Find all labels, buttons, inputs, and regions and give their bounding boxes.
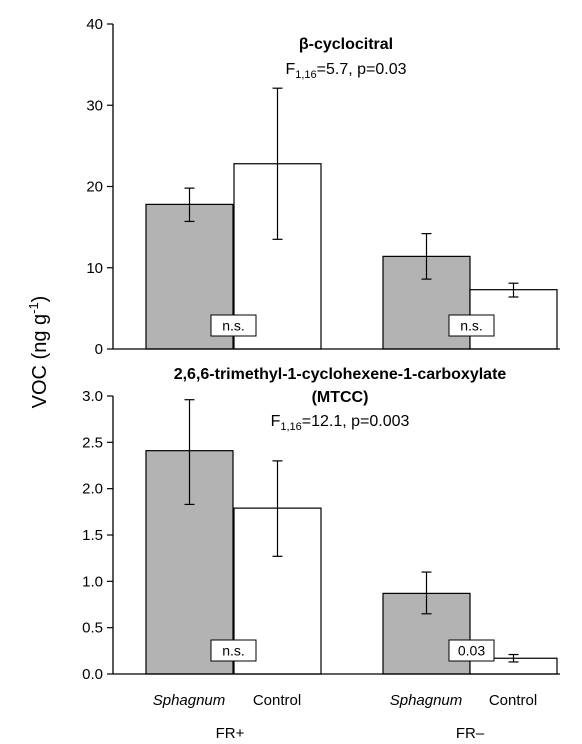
panel2-title-line2: (MTCC)	[312, 389, 369, 406]
panel1-stat-rest: =5.7, p=0.03	[317, 61, 407, 78]
y-tick-label-1-5: 40	[86, 16, 103, 33]
y-tick-label-1-2: 10	[86, 260, 103, 277]
y-tick-label-2-5: 2.0	[82, 481, 103, 498]
significance-label-1-1: n.s.	[222, 318, 245, 334]
y-tick-label-1-4: 30	[86, 97, 103, 114]
y-tick-label-1-1: 0	[95, 341, 103, 358]
significance-label-2-1: n.s.	[222, 643, 245, 659]
x-category-label-4: Control	[489, 692, 537, 709]
y-tick-label-2-1: 0.0	[82, 666, 103, 683]
significance-box-1-2	[448, 314, 495, 337]
y-tick-label-2-7: 3.0	[82, 388, 103, 405]
x-category-label-3: Sphagnum	[390, 692, 463, 709]
y-tick-label-2-4: 1.5	[82, 527, 103, 544]
y-tick-label-2-3: 1.0	[82, 573, 103, 590]
significance-box-2-1	[210, 639, 257, 662]
y-axis-label-close: )	[29, 296, 51, 303]
significance-box-2-2	[448, 639, 495, 662]
panel1-title: β-cyclocitral	[299, 36, 393, 53]
panel-mtcc: 0.0 0.5 1.0 1.5 2.0 2.5 3.0 n.s. 0.03	[82, 388, 560, 683]
significance-box-1-1	[210, 314, 257, 337]
group-label-fr-minus: FR–	[456, 725, 485, 742]
panel1-stat-subscript: 1,16	[295, 69, 316, 81]
group-label-fr-plus: FR+	[216, 725, 245, 742]
panel2-title-line1: 2,6,6-trimethyl-1-cyclohexene-1-carboxyl…	[174, 366, 507, 383]
y-tick-label-2-6: 2.5	[82, 434, 103, 451]
y-axis-label-superscript: -1	[26, 302, 41, 314]
significance-label-1-2: n.s.	[460, 318, 483, 334]
panel2-stat-subscript: 1,16	[280, 421, 301, 433]
panel2-stat: F1,16=12.1, p=0.003	[271, 413, 410, 433]
significance-label-2-2: 0.03	[458, 643, 485, 659]
panel1-stat: F1,16=5.7, p=0.03	[285, 61, 406, 81]
panel2-stat-rest: =12.1, p=0.003	[302, 413, 410, 430]
y-tick-label-2-2: 0.5	[82, 620, 103, 637]
x-category-label-2: Control	[253, 692, 301, 709]
x-category-label-1: Sphagnum	[153, 692, 226, 709]
panel-beta-cyclocitral: 0 10 20 30 40 n.s. n.s.	[86, 16, 560, 358]
y-axis-label: VOC (ng g-1)	[26, 296, 51, 409]
y-tick-label-1-3: 20	[86, 179, 103, 196]
